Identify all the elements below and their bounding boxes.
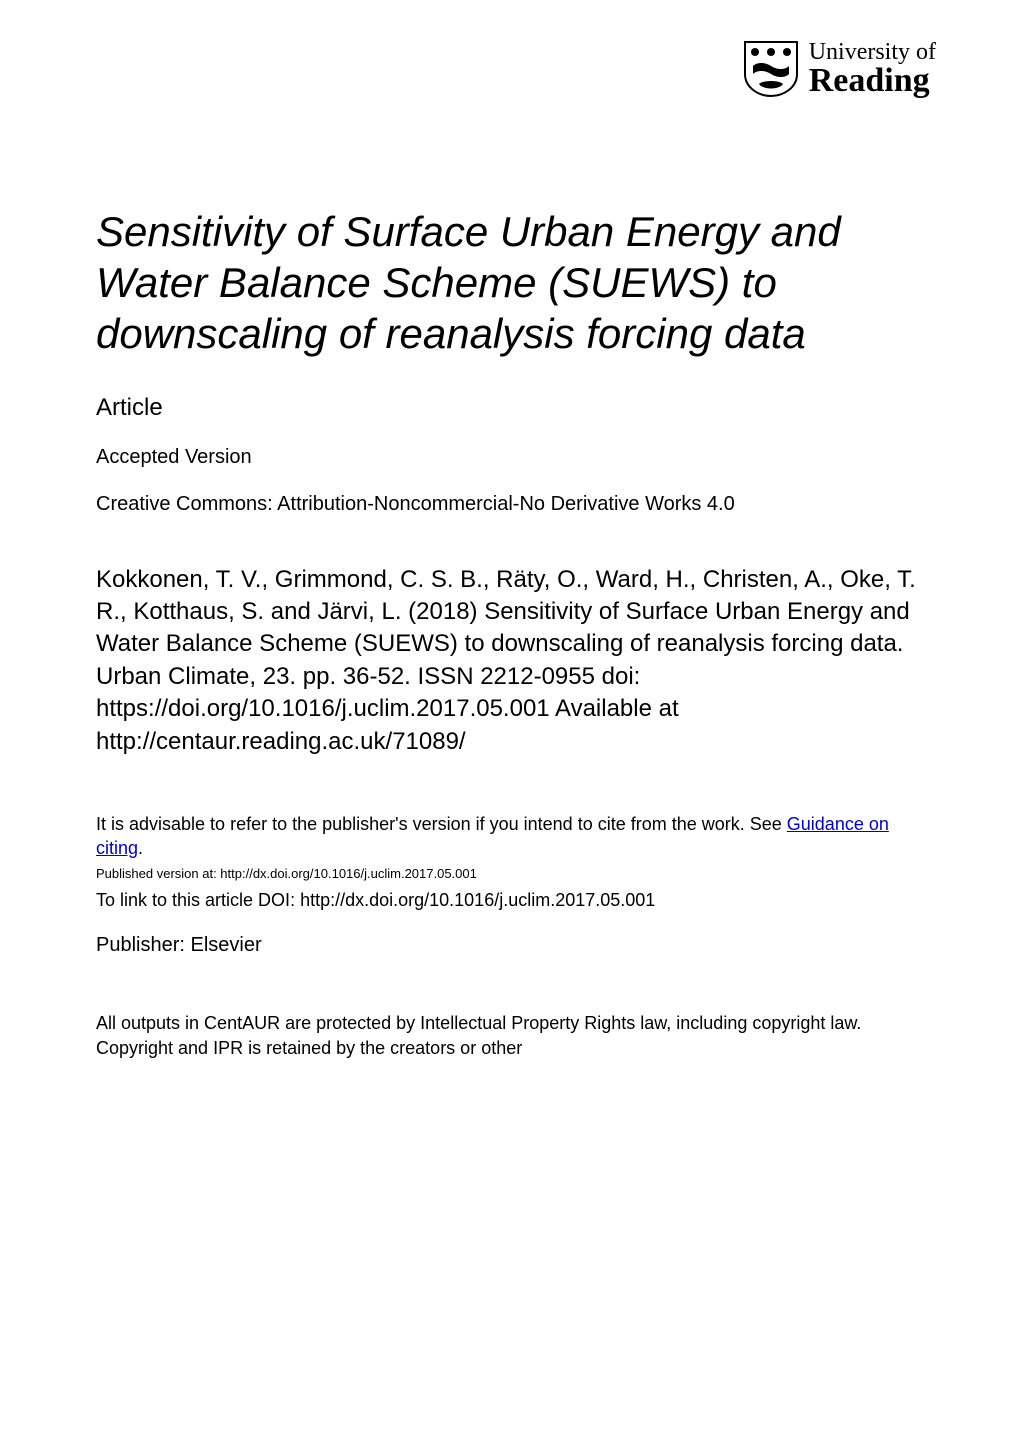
doi-line: To link to this article DOI: http://dx.d… [96,888,924,912]
shield-icon [743,40,799,98]
logo-text-bottom: Reading [809,64,936,98]
publisher-line: Publisher: Elsevier [96,934,924,957]
version-label: Accepted Version [96,446,924,469]
published-version-line: Published version at: http://dx.doi.org/… [96,865,924,883]
advice-pre: It is advisable to refer to the publishe… [96,814,787,834]
rights-footer: All outputs in CentAUR are protected by … [96,1011,924,1060]
license-line: Creative Commons: Attribution-Noncommerc… [96,493,924,516]
university-logo: University of Reading [743,40,936,98]
paper-title: Sensitivity of Surface Urban Energy and … [96,206,924,360]
advice-line: It is advisable to refer to the publishe… [96,812,924,861]
article-type: Article [96,394,924,422]
advice-post: . [138,838,143,858]
advice-block: It is advisable to refer to the publishe… [96,812,924,912]
logo-text: University of Reading [809,40,936,98]
citation-block: Kokkonen, T. V., Grimmond, C. S. B., Rät… [96,564,924,758]
logo-text-top: University of [809,40,936,64]
